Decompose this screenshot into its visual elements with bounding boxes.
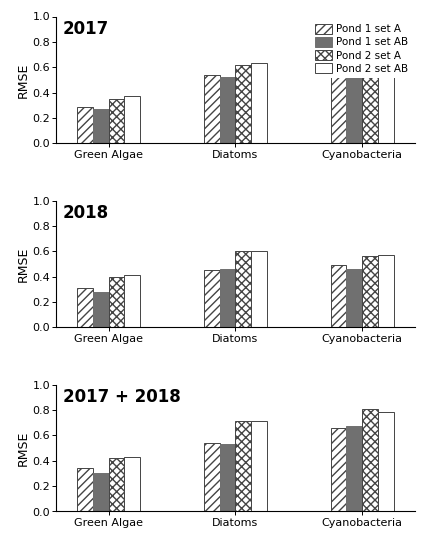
Bar (220, 444, 235, 512)
Bar (109, 277, 125, 327)
Bar (346, 426, 362, 512)
Bar (362, 38, 378, 144)
Bar (109, 458, 125, 512)
Bar (125, 96, 140, 144)
Bar (235, 65, 251, 144)
Y-axis label: RMSE: RMSE (17, 430, 30, 466)
Text: 2017 + 2018: 2017 + 2018 (63, 388, 181, 406)
Bar (204, 443, 220, 512)
Bar (204, 271, 220, 327)
Bar (330, 47, 346, 144)
Bar (92, 109, 109, 144)
Bar (330, 265, 346, 327)
Bar (330, 428, 346, 512)
Bar (125, 276, 140, 327)
Bar (109, 99, 125, 144)
Bar (92, 474, 109, 512)
Bar (220, 269, 235, 327)
Bar (378, 412, 394, 512)
Bar (378, 255, 394, 327)
Bar (251, 421, 267, 512)
Bar (251, 251, 267, 327)
Bar (204, 75, 220, 144)
Bar (77, 469, 92, 512)
Bar (92, 292, 109, 327)
Bar (378, 34, 394, 144)
Bar (235, 421, 251, 512)
Bar (125, 457, 140, 512)
Bar (77, 288, 92, 327)
Legend: Pond 1 set A, Pond 1 set AB, Pond 2 set A, Pond 2 set AB: Pond 1 set A, Pond 1 set AB, Pond 2 set … (311, 20, 412, 78)
Bar (362, 256, 378, 327)
Y-axis label: RMSE: RMSE (17, 246, 30, 282)
Bar (235, 251, 251, 327)
Text: 2018: 2018 (63, 205, 109, 222)
Bar (220, 78, 235, 144)
Bar (251, 63, 267, 144)
Text: 2017: 2017 (63, 20, 109, 38)
Bar (77, 107, 92, 144)
Bar (346, 269, 362, 327)
Y-axis label: RMSE: RMSE (17, 62, 30, 98)
Bar (346, 45, 362, 144)
Bar (362, 409, 378, 512)
